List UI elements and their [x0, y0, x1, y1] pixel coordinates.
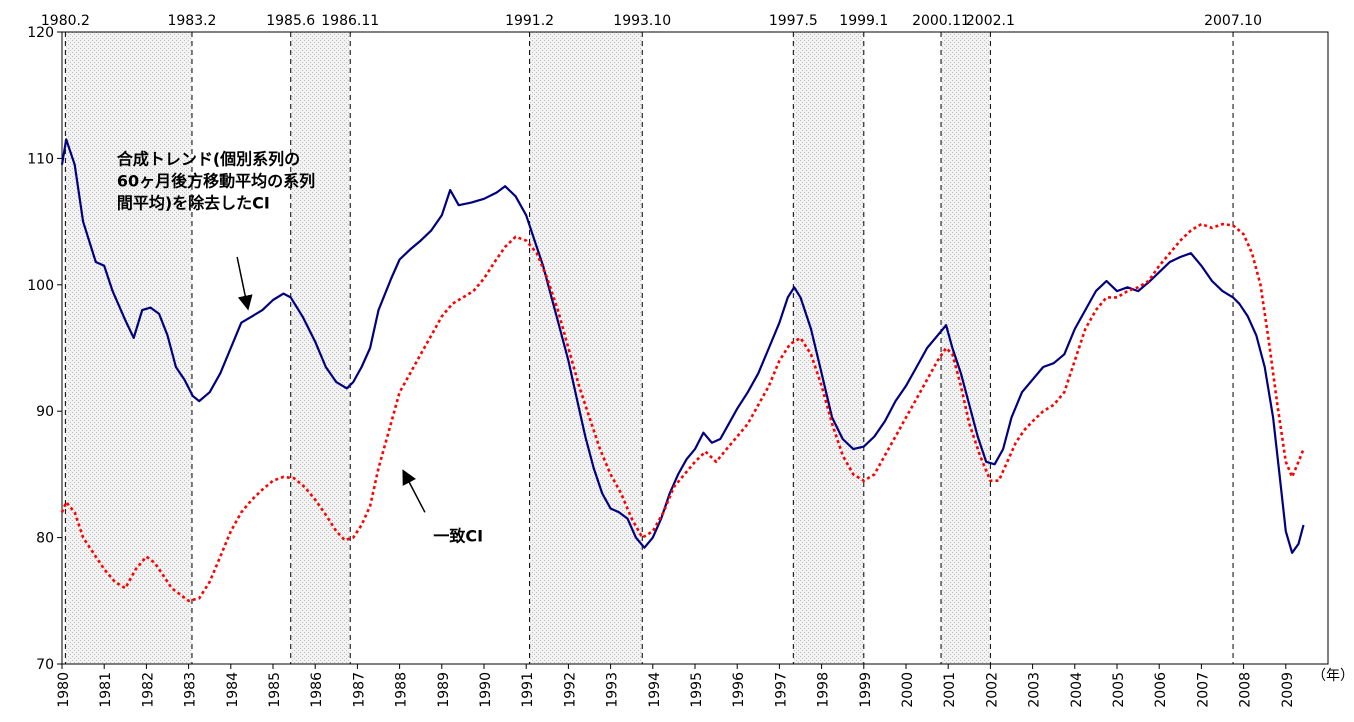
x-tick-label: 2001: [942, 672, 958, 708]
x-tick-label: 2007: [1195, 672, 1211, 708]
x-tick-label: 1989: [436, 672, 452, 708]
event-label: 1997.5: [769, 13, 818, 29]
annotation-arrow: [402, 469, 426, 513]
x-unit-label: （年）: [1312, 668, 1354, 684]
annotation-line: 間平均)を除去したCI: [117, 194, 270, 213]
x-tick-label: 1994: [647, 672, 663, 708]
x-tick-label: 1995: [689, 672, 705, 708]
x-tick-label: 1992: [562, 672, 578, 708]
x-tick-label: 2006: [1153, 672, 1169, 708]
x-tick-label: 1997: [773, 672, 789, 708]
annotation-line: 一致CI: [433, 526, 483, 545]
x-tick-label: 1990: [478, 672, 494, 708]
x-tick-label: 1985: [267, 672, 283, 708]
x-tick-label: 1983: [183, 672, 199, 708]
annotation-text: 合成トレンド(個別系列の 60ヶ月後方移動平均の系列間平均)を除去したCI: [117, 150, 315, 213]
x-axis: 1980 1981 1982 1983 1984 1985 1986 1987 1988 1989…: [56, 664, 1296, 708]
x-tick-label: 1981: [98, 672, 114, 708]
x-tick-label: 1982: [140, 672, 156, 708]
event-label: 1999.1: [839, 13, 888, 29]
x-tick-label: 1984: [225, 672, 241, 708]
shaded-period: [529, 32, 643, 664]
shaded-period: [65, 32, 192, 664]
x-tick-label: 1991: [520, 672, 536, 708]
x-tick-label: 2000: [900, 672, 916, 708]
event-label: 2007.10: [1204, 13, 1262, 29]
series-line-1: [60, 138, 1305, 554]
x-tick-label: 1988: [394, 672, 410, 708]
y-tick-label: 90: [36, 404, 54, 420]
shaded-period: [941, 32, 991, 664]
x-tick-label: 2002: [984, 672, 1000, 708]
x-tick-label: 2008: [1238, 672, 1254, 708]
y-tick-label: 100: [27, 278, 54, 294]
event-label: 1983.2: [167, 13, 216, 29]
event-label: 1993.10: [613, 13, 671, 29]
y-tick-label: 80: [36, 531, 54, 547]
x-tick-label: 1999: [858, 672, 874, 708]
event-label: 1986.11: [321, 13, 379, 29]
x-tick-label: 1980: [56, 672, 72, 708]
plot-frame: [61, 31, 1329, 665]
x-tick-label: 1996: [731, 672, 747, 708]
event-label: 1991.2: [505, 13, 554, 29]
event-lines: 1980.2 1983.2 1985.6 1986.11 1991.2 1993.10 19…: [41, 13, 1262, 664]
x-tick-label: 2009: [1280, 672, 1296, 708]
x-tick-label: 2004: [1069, 672, 1085, 708]
x-tick-label: 1993: [605, 672, 621, 708]
annotation-arrow: [236, 256, 253, 311]
annotation-text: 一致CI: [433, 526, 483, 545]
event-label: 1985.6: [266, 13, 315, 29]
annotation-line: 60ヶ月後方移動平均の系列: [117, 172, 315, 191]
annotations: 合成トレンド(個別系列の 60ヶ月後方移動平均の系列間平均)を除去したCI 一致CI: [117, 150, 483, 546]
x-tick-label: 1987: [351, 672, 367, 708]
y-tick-label: 110: [27, 151, 54, 167]
recession-shading: [65, 32, 991, 664]
y-axis: 70 80 90 100 110 120: [27, 25, 62, 673]
shaded-period: [290, 32, 351, 664]
series-line-2: [60, 222, 1305, 603]
annotation-line: 合成トレンド(個別系列の: [117, 150, 300, 169]
x-tick-label: 1998: [816, 672, 832, 708]
event-label: 1980.2: [41, 13, 90, 29]
shaded-period: [793, 32, 864, 664]
y-tick-label: 120: [27, 25, 54, 41]
x-tick-label: 2003: [1027, 672, 1043, 708]
x-tick-label: 1986: [309, 672, 325, 708]
event-label: 2000.11: [912, 13, 970, 29]
event-label: 2002.1: [966, 13, 1015, 29]
y-tick-label: 70: [36, 657, 54, 673]
x-tick-label: 2005: [1111, 672, 1127, 708]
series-lines: [60, 138, 1305, 603]
